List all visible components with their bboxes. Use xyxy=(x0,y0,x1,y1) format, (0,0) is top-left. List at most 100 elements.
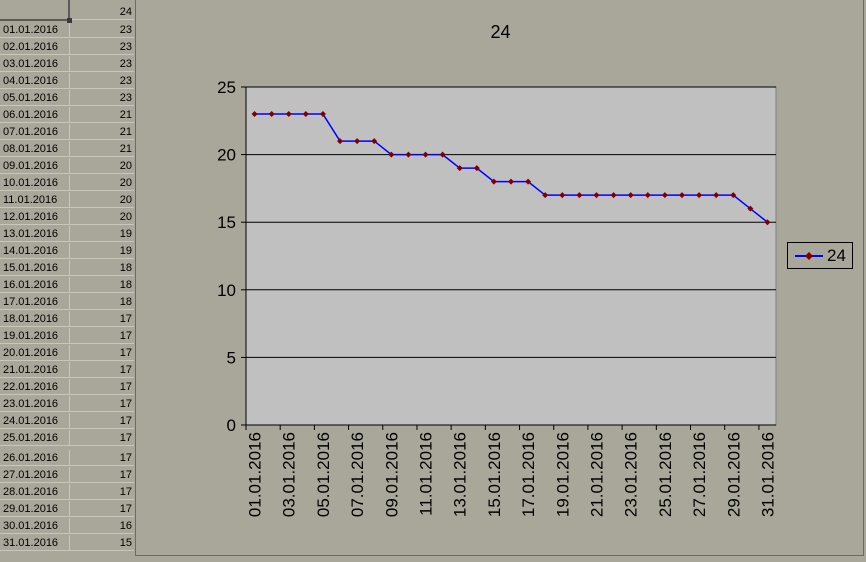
x-tick-label: 11.01.2016 xyxy=(417,432,436,516)
date-cell[interactable]: 29.01.2016 xyxy=(0,501,70,517)
value-cell[interactable]: 17 xyxy=(70,328,134,344)
date-cell[interactable]: 15.01.2016 xyxy=(0,260,70,276)
data-point-marker xyxy=(439,151,446,158)
date-cell[interactable]: 17.01.2016 xyxy=(0,294,70,310)
data-point-marker xyxy=(371,138,378,145)
date-cell[interactable]: 03.01.2016 xyxy=(0,56,70,72)
value-cell[interactable]: 19 xyxy=(70,226,134,242)
y-tick-label: 5 xyxy=(227,348,236,367)
data-point-marker xyxy=(764,219,771,226)
data-point-marker xyxy=(730,192,737,199)
value-cell[interactable]: 17 xyxy=(70,345,134,361)
value-cell[interactable]: 20 xyxy=(70,175,134,191)
date-cell[interactable]: 18.01.2016 xyxy=(0,311,70,327)
date-cell[interactable]: 10.01.2016 xyxy=(0,175,70,191)
date-cell[interactable]: 30.01.2016 xyxy=(0,518,70,534)
data-point-marker xyxy=(576,192,583,199)
date-cell[interactable]: 31.01.2016 xyxy=(0,535,70,551)
value-cell[interactable]: 17 xyxy=(70,362,134,378)
date-cell[interactable]: 09.01.2016 xyxy=(0,158,70,174)
date-cell[interactable]: 06.01.2016 xyxy=(0,107,70,123)
data-point-marker xyxy=(490,178,497,185)
line-chart: 0 5 10 15 20 25 01.01.2016 03.01.2016 05.01.2016… xyxy=(217,78,777,517)
fill-handle[interactable] xyxy=(67,18,72,23)
value-cell[interactable]: 18 xyxy=(70,277,134,293)
legend-series-swatch xyxy=(795,252,823,260)
date-cell[interactable]: 20.01.2016 xyxy=(0,345,70,361)
value-cell[interactable]: 18 xyxy=(70,294,134,310)
value-cell[interactable]: 17 xyxy=(70,484,134,500)
x-tick-label: 07.01.2016 xyxy=(348,432,367,517)
date-cell[interactable]: 08.01.2016 xyxy=(0,141,70,157)
value-cell[interactable]: 18 xyxy=(70,260,134,276)
date-cell[interactable]: 14.01.2016 xyxy=(0,243,70,259)
value-cell[interactable]: 21 xyxy=(70,107,134,123)
header-value-cell[interactable]: 24 xyxy=(70,4,134,20)
date-cell[interactable]: 11.01.2016 xyxy=(0,192,70,208)
value-cell[interactable]: 17 xyxy=(70,467,134,483)
date-cell[interactable]: 19.01.2016 xyxy=(0,328,70,344)
value-cell[interactable]: 23 xyxy=(70,56,134,72)
date-cell[interactable]: 21.01.2016 xyxy=(0,362,70,378)
x-tick-label: 17.01.2016 xyxy=(519,432,538,517)
data-point-marker xyxy=(593,192,600,199)
value-cell[interactable]: 17 xyxy=(70,450,134,466)
data-point-marker xyxy=(610,192,617,199)
value-cell[interactable]: 17 xyxy=(70,501,134,517)
value-cell[interactable]: 23 xyxy=(70,22,134,38)
x-tick-label: 25.01.2016 xyxy=(656,432,675,517)
date-cell[interactable]: 07.01.2016 xyxy=(0,124,70,140)
value-cell[interactable]: 21 xyxy=(70,124,134,140)
chart-title: 24 xyxy=(490,22,511,42)
value-cell[interactable]: 23 xyxy=(70,90,134,106)
value-cell[interactable]: 17 xyxy=(70,430,134,446)
data-point-marker xyxy=(251,111,258,118)
data-point-marker xyxy=(405,151,412,158)
chart-object[interactable]: 24 0 5 10 15 20 25 01.01.2016 03.01.2016 05.01.2… xyxy=(135,0,864,556)
y-tick-label: 20 xyxy=(217,146,236,165)
value-cell[interactable]: 23 xyxy=(70,39,134,55)
x-tick-label: 23.01.2016 xyxy=(622,432,641,517)
value-cell[interactable]: 20 xyxy=(70,209,134,225)
value-cell[interactable]: 19 xyxy=(70,243,134,259)
date-cell[interactable]: 28.01.2016 xyxy=(0,484,70,500)
value-cell[interactable]: 17 xyxy=(70,379,134,395)
data-point-marker xyxy=(525,178,532,185)
data-point-marker xyxy=(508,178,514,185)
value-cell[interactable]: 23 xyxy=(70,73,134,89)
date-cell[interactable]: 25.01.2016 xyxy=(0,430,70,446)
value-cell[interactable]: 17 xyxy=(70,413,134,429)
value-cell[interactable]: 17 xyxy=(70,396,134,412)
x-tick-label: 13.01.2016 xyxy=(451,432,470,517)
data-point-marker xyxy=(388,151,395,158)
value-cell[interactable]: 16 xyxy=(70,518,134,534)
data-point-marker xyxy=(644,192,651,199)
selected-cell[interactable] xyxy=(0,0,70,21)
y-tick-label: 15 xyxy=(217,213,236,232)
date-cell[interactable]: 05.01.2016 xyxy=(0,90,70,106)
value-cell[interactable]: 21 xyxy=(70,141,134,157)
data-point-marker xyxy=(354,138,361,145)
value-cell[interactable]: 15 xyxy=(70,535,134,551)
chart-legend[interactable]: 24 xyxy=(787,242,853,269)
date-cell[interactable]: 27.01.2016 xyxy=(0,467,70,483)
value-cell[interactable]: 20 xyxy=(70,192,134,208)
plot-area xyxy=(245,86,777,426)
date-cell[interactable]: 24.01.2016 xyxy=(0,413,70,429)
date-cell[interactable]: 01.01.2016 xyxy=(0,22,70,38)
value-cell[interactable]: 20 xyxy=(70,158,134,174)
spreadsheet-grid: 24 01.01.2016 23 02.01.2016 23 03.01.2016 23 0… xyxy=(0,0,134,562)
date-cell[interactable]: 12.01.2016 xyxy=(0,209,70,225)
y-tick-label: 10 xyxy=(217,281,236,300)
date-cell[interactable]: 26.01.2016 xyxy=(0,450,70,466)
date-cell[interactable]: 22.01.2016 xyxy=(0,379,70,395)
date-cell[interactable]: 13.01.2016 xyxy=(0,226,70,242)
x-tick-label: 03.01.2016 xyxy=(280,432,299,517)
date-cell[interactable]: 02.01.2016 xyxy=(0,39,70,55)
date-cell[interactable]: 23.01.2016 xyxy=(0,396,70,412)
date-cell[interactable]: 04.01.2016 xyxy=(0,73,70,89)
data-point-marker xyxy=(678,192,685,199)
value-cell[interactable]: 17 xyxy=(70,311,134,327)
date-cell[interactable]: 16.01.2016 xyxy=(0,277,70,293)
x-tick-label: 01.01.2016 xyxy=(246,432,265,517)
